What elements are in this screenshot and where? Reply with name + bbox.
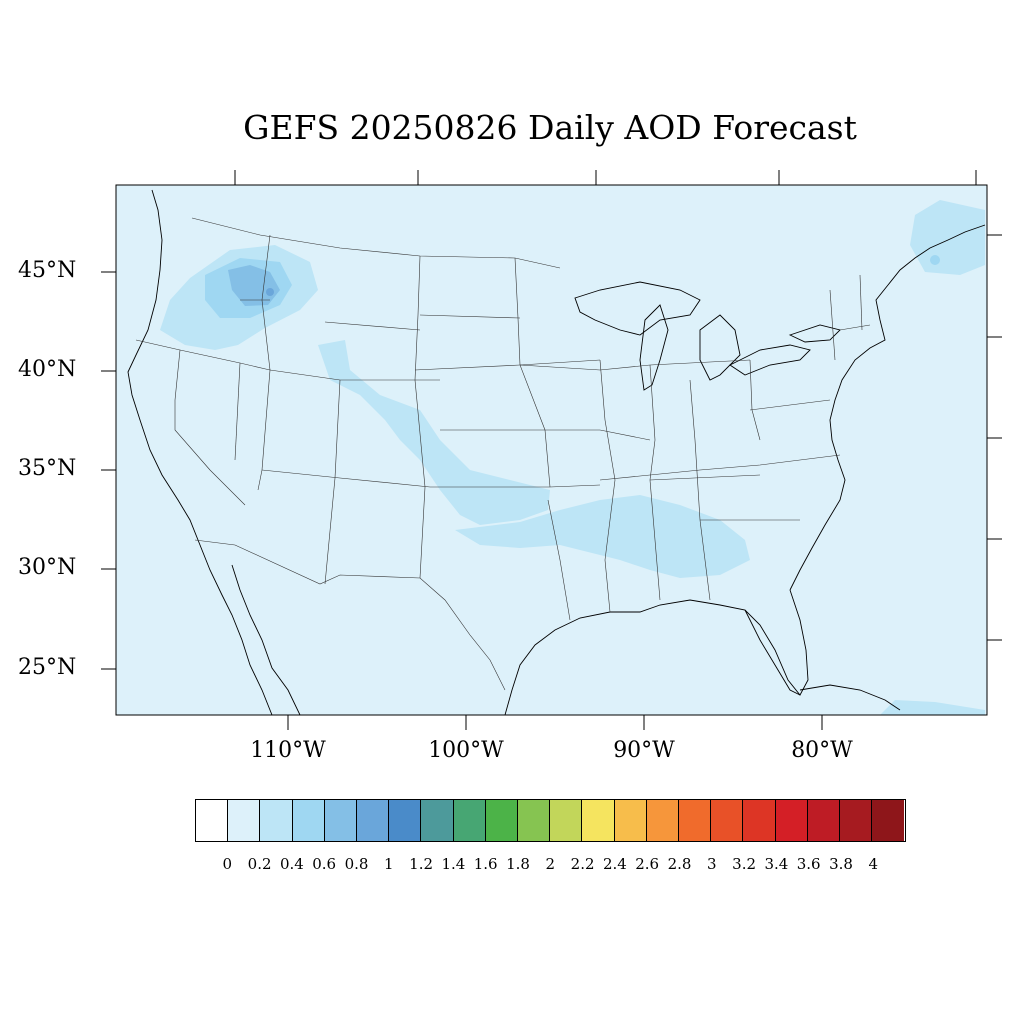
colorbar-label: 2.4 <box>602 855 627 873</box>
colorbar-label: 3.2 <box>732 855 757 873</box>
chart-title: GEFS 20250826 Daily AOD Forecast <box>243 108 857 147</box>
colorbar-swatch <box>357 800 390 841</box>
colorbar-swatch <box>228 800 261 841</box>
colorbar-label: 4 <box>868 855 879 873</box>
colorbar-swatch <box>550 800 583 841</box>
colorbar-label: 2.2 <box>570 855 595 873</box>
colorbar-swatch <box>260 800 293 841</box>
lat-label: 40°N <box>18 357 77 382</box>
colorbar-label: 0.8 <box>344 855 369 873</box>
lon-label: 80°W <box>791 738 853 763</box>
colorbar-label: 1.6 <box>473 855 498 873</box>
colorbar-label: 0 <box>222 855 233 873</box>
coastlines <box>127 189 986 715</box>
colorbar-swatch <box>485 800 519 841</box>
aod-plume-central <box>318 340 550 525</box>
colorbar-label: 0.6 <box>312 855 337 873</box>
colorbar-swatch <box>872 800 905 841</box>
tick-marks <box>101 170 1002 730</box>
lat-label: 25°N <box>18 655 77 680</box>
colorbar-swatch <box>421 800 454 841</box>
state-borders <box>135 217 871 691</box>
aod-plumes <box>160 200 985 715</box>
colorbar-swatch <box>711 800 744 841</box>
lon-label: 110°W <box>250 738 326 763</box>
aod-plume-maritime <box>910 200 985 275</box>
colorbar-swatch <box>743 800 776 841</box>
colorbar-label: 0.4 <box>279 855 304 873</box>
colorbar-label: 3.4 <box>764 855 789 873</box>
aod-plume-caribbean <box>880 700 985 715</box>
lon-label: 90°W <box>613 738 675 763</box>
lon-label: 100°W <box>428 738 504 763</box>
colorbar-label: 1.8 <box>506 855 530 873</box>
lat-label: 30°N <box>18 555 77 580</box>
colorbar-label: 1.4 <box>441 855 466 873</box>
colorbar <box>195 799 906 842</box>
colorbar-swatch <box>292 800 325 841</box>
colorbar-swatch <box>679 800 712 841</box>
colorbar-label: 3.8 <box>829 855 853 873</box>
aod-plume-northwest-peak <box>228 265 280 306</box>
colorbar-swatch <box>775 800 808 841</box>
lat-label: 35°N <box>18 456 77 481</box>
colorbar-swatch <box>518 800 551 841</box>
aod-plume-northwest-max <box>266 288 274 296</box>
colorbar-swatch <box>196 800 229 841</box>
colorbar-swatch <box>389 800 422 841</box>
colorbar-swatch <box>646 800 680 841</box>
lat-label: 45°N <box>18 258 77 283</box>
colorbar-swatch <box>324 800 358 841</box>
map-frame <box>115 184 988 716</box>
colorbar-label: 3 <box>707 855 717 873</box>
aod-plume-maritime-core <box>930 255 940 265</box>
colorbar-label: 2.6 <box>635 855 660 873</box>
colorbar-swatch <box>614 800 647 841</box>
colorbar-label: 2.8 <box>667 855 692 873</box>
colorbar-swatch <box>807 800 841 841</box>
colorbar-label: 0.2 <box>247 855 272 873</box>
colorbar-swatch <box>840 800 873 841</box>
colorbar-swatch <box>582 800 615 841</box>
colorbar-label: 2 <box>545 855 556 873</box>
colorbar-label: 1.2 <box>409 855 434 873</box>
aod-plume-southeast <box>455 495 750 578</box>
colorbar-label: 1 <box>384 855 394 873</box>
colorbar-swatch <box>453 800 486 841</box>
colorbar-label: 3.6 <box>796 855 821 873</box>
